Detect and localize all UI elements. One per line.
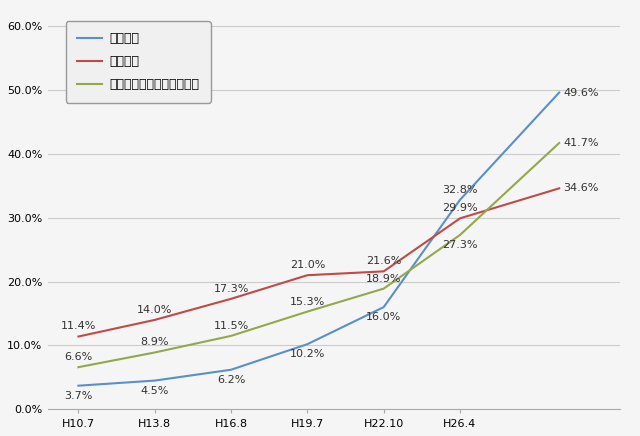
特別教室 [227, 296, 235, 301]
特別教室 [456, 216, 464, 221]
普通教室 [227, 367, 235, 372]
Text: 32.8%: 32.8% [442, 185, 477, 195]
Line: 特別教室: 特別教室 [79, 188, 559, 337]
Text: 49.6%: 49.6% [563, 88, 598, 98]
普通教室 [303, 341, 311, 347]
Text: 16.0%: 16.0% [366, 312, 401, 322]
Text: 8.9%: 8.9% [140, 337, 169, 347]
Text: 10.2%: 10.2% [290, 349, 325, 359]
Text: 11.4%: 11.4% [61, 321, 96, 331]
普通教室 [380, 304, 387, 310]
Text: 21.6%: 21.6% [366, 256, 401, 266]
特別教室 [151, 317, 159, 323]
普通教室 [456, 197, 464, 202]
普通教室・特別教室の合計 [303, 309, 311, 314]
普通教室・特別教室の合計 [75, 364, 83, 370]
普通教室・特別教室の合計 [556, 140, 563, 146]
Line: 普通教室: 普通教室 [79, 92, 559, 386]
特別教室 [303, 272, 311, 278]
Text: 41.7%: 41.7% [563, 138, 598, 148]
特別教室 [556, 186, 563, 191]
普通教室 [151, 378, 159, 383]
普通教室 [75, 383, 83, 388]
Text: 6.6%: 6.6% [64, 352, 93, 362]
Text: 15.3%: 15.3% [290, 296, 325, 307]
普通教室・特別教室の合計 [456, 232, 464, 238]
Text: 21.0%: 21.0% [290, 260, 325, 270]
Text: 14.0%: 14.0% [137, 305, 172, 315]
普通教室 [556, 90, 563, 95]
普通教室・特別教室の合計 [227, 333, 235, 338]
Text: 4.5%: 4.5% [141, 386, 169, 396]
特別教室 [75, 334, 83, 339]
Text: 11.5%: 11.5% [213, 321, 249, 331]
Text: 6.2%: 6.2% [217, 375, 245, 385]
Text: 34.6%: 34.6% [563, 184, 598, 193]
Text: 18.9%: 18.9% [366, 273, 401, 283]
Text: 29.9%: 29.9% [442, 203, 478, 213]
Legend: 普通教室, 特別教室, 普通教室・特別教室の合計: 普通教室, 特別教室, 普通教室・特別教室の合計 [65, 21, 211, 103]
普通教室・特別教室の合計 [380, 286, 387, 291]
普通教室・特別教室の合計 [151, 350, 159, 355]
Text: 27.3%: 27.3% [442, 240, 477, 250]
Line: 普通教室・特別教室の合計: 普通教室・特別教室の合計 [79, 143, 559, 367]
Text: 3.7%: 3.7% [64, 391, 93, 401]
Text: 17.3%: 17.3% [213, 284, 249, 294]
特別教室 [380, 269, 387, 274]
